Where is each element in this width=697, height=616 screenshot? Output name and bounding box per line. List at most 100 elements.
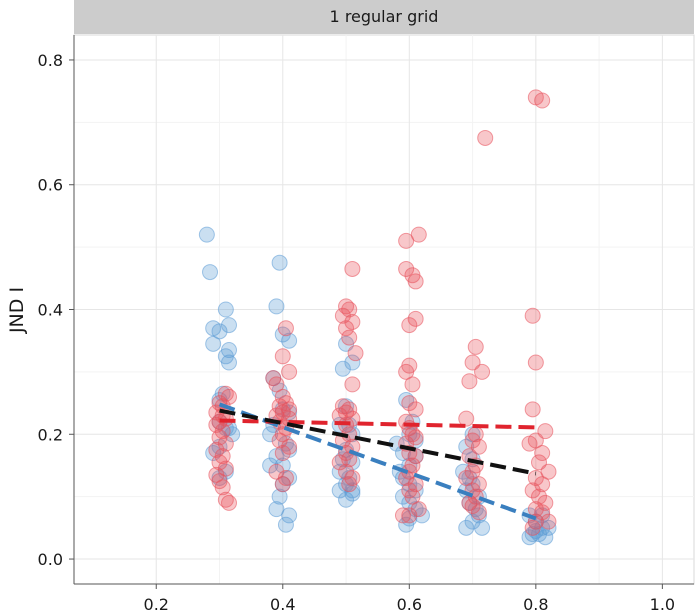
scatter-point [217, 385, 234, 402]
scatter-point [531, 488, 547, 505]
scatter-point [540, 463, 557, 480]
y-tick-label: 0.2 [38, 425, 63, 444]
y-tick-label: 0.0 [38, 550, 63, 569]
scatter-point [398, 391, 415, 408]
scatter-point [524, 482, 541, 499]
scatter-point [221, 494, 237, 511]
scatter-point [271, 432, 288, 449]
scatter-point [474, 519, 491, 536]
scatter-point [524, 307, 541, 324]
scatter-point [524, 401, 541, 418]
scatter-point [217, 435, 234, 452]
scatter-point [404, 376, 421, 393]
scatter-point [205, 335, 222, 352]
scatter-point [344, 454, 361, 471]
y-tick-label: 0.8 [38, 51, 63, 70]
scatter-point [540, 519, 557, 536]
scatter-point [407, 273, 424, 290]
scatter-point [534, 504, 551, 521]
scatter-point [534, 476, 551, 493]
scatter-point [527, 354, 544, 371]
scatter-point [262, 457, 279, 474]
scatter-point [467, 338, 484, 355]
scatter-point [221, 388, 237, 405]
axis-ticks: 0.2 0.4 0.6 0.8 1.0 0.0 0.2 0.4 0.6 0.8 [38, 51, 676, 614]
scatter-point [281, 507, 298, 524]
scatter-point [524, 526, 541, 543]
scatter-point [537, 529, 554, 546]
y-axis-title: JND I [6, 287, 28, 334]
scatter-point [331, 463, 348, 480]
scatter-point [211, 323, 228, 340]
scatter-point [344, 354, 361, 371]
scatter-point [217, 460, 234, 477]
scatter-point [398, 232, 415, 249]
scatter-point [458, 469, 475, 486]
scatter-point [221, 317, 237, 334]
scatter-point [521, 435, 538, 452]
scatter-point [217, 491, 234, 508]
trend-line [219, 408, 537, 476]
scatter-point [271, 488, 288, 505]
scatter-point [344, 376, 361, 393]
scatter-point [464, 432, 481, 449]
scatter-point [274, 348, 291, 365]
scatter-point [271, 254, 288, 271]
scatter-point [524, 519, 541, 536]
scatter-point [268, 298, 285, 315]
scatter-point [331, 454, 348, 471]
scatter-point [461, 373, 478, 390]
scatter-point [214, 479, 231, 496]
scatter-point [540, 513, 557, 530]
x-tick-label: 0.4 [270, 595, 295, 614]
scatter-point [470, 476, 487, 493]
scatter-point [464, 498, 481, 515]
scatter-point [211, 454, 228, 471]
trend-lines [218, 402, 537, 521]
y-tick-label: 0.6 [38, 176, 63, 195]
scatter-point [407, 429, 424, 446]
scatter-point [407, 310, 424, 327]
scatter-point [338, 298, 355, 315]
scatter-point [521, 529, 538, 546]
scatter-point [277, 516, 294, 533]
scatter-point [464, 354, 481, 371]
scatter-point [341, 301, 358, 318]
scatter-point [341, 401, 358, 418]
scatter-point [537, 423, 554, 440]
scatter-point [410, 226, 427, 243]
scatter-point [410, 501, 427, 518]
scatter-point [464, 513, 481, 530]
scatter-point [527, 469, 544, 486]
scatter-point [198, 226, 215, 243]
scatter-point [262, 426, 279, 443]
scatter-point [274, 457, 291, 474]
scatter-point [407, 401, 424, 418]
scatter-point [221, 354, 237, 371]
scatter-point [394, 507, 411, 524]
scatter-point [398, 260, 415, 277]
scatter-point [281, 363, 298, 380]
panel-title: 1 regular grid [330, 7, 439, 26]
scatter-point [401, 317, 418, 334]
scatter-point [277, 320, 294, 337]
scatter-point [211, 429, 228, 446]
scatter-point [458, 438, 475, 455]
scatter-point [474, 363, 491, 380]
scatter-point [404, 426, 421, 443]
scatter-point [217, 301, 234, 318]
scatter-point [401, 507, 418, 524]
x-tick-label: 0.6 [397, 595, 422, 614]
scatter-point [344, 260, 361, 277]
scatter-point [347, 345, 364, 362]
scatter-point [341, 329, 358, 346]
scatter-point [224, 426, 241, 443]
strip-background [74, 0, 694, 34]
scatter-point [334, 360, 351, 377]
scatter-point [398, 363, 415, 380]
scatter-point [458, 519, 475, 536]
scatter-point [338, 491, 355, 508]
scatter-point [344, 313, 361, 330]
scatter-point [464, 476, 481, 493]
